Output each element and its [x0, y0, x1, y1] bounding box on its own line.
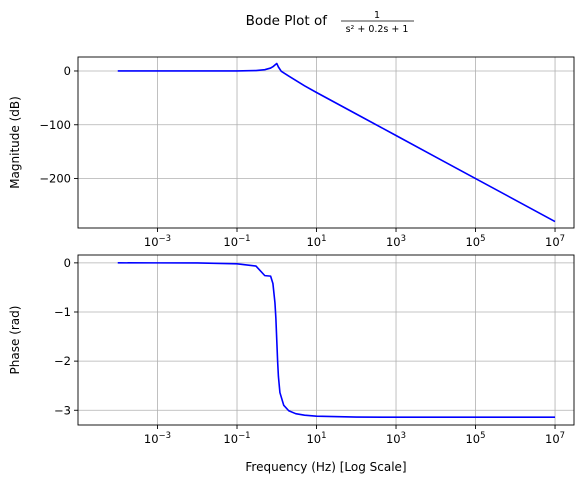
tick-base: 10 — [545, 235, 560, 249]
phase-x-tick-label: 103 — [386, 431, 406, 446]
tick-exponent: 5 — [480, 234, 485, 244]
phase-y-tick-label: −1 — [54, 305, 71, 319]
tick-exponent: 3 — [401, 234, 406, 244]
phase-x-tick-label: 107 — [545, 431, 565, 446]
magnitude-x-tick-label: 105 — [465, 234, 485, 249]
phase-x-axis-label: Frequency (Hz) [Log Scale] — [245, 460, 406, 474]
tick-base: 10 — [223, 432, 238, 446]
tick-base: 10 — [386, 432, 401, 446]
magnitude-x-tick-label: 107 — [545, 234, 565, 249]
tick-exponent: 1 — [321, 431, 326, 441]
tick-base: 10 — [465, 235, 480, 249]
title-numerator: 1 — [374, 10, 380, 21]
magnitude-y-axis-label: Magnitude (dB) — [8, 96, 22, 189]
phase-y-tick-label: 0 — [64, 256, 71, 270]
tick-base: 10 — [465, 432, 480, 446]
tick-base: 10 — [144, 432, 159, 446]
phase-axes-frame — [77, 254, 575, 426]
phase-y-tick-label: −2 — [54, 354, 71, 368]
phase-x-tick-label: 10−1 — [223, 431, 250, 446]
tick-base: 10 — [144, 235, 159, 249]
tick-exponent: −3 — [159, 234, 172, 244]
title-prefix: Bode Plot of — [246, 13, 329, 29]
tick-base: 10 — [545, 432, 560, 446]
magnitude-y-tick-label: 0 — [64, 64, 71, 78]
tick-exponent: 7 — [560, 431, 565, 441]
chart-title: Bode Plot of 1 s² + 0.2s + 1 — [246, 10, 414, 35]
magnitude-x-tick-label: 101 — [306, 234, 326, 249]
tick-base: 10 — [223, 235, 238, 249]
magnitude-axes-frame — [77, 56, 575, 229]
tick-base: 10 — [386, 235, 401, 249]
tick-exponent: −1 — [238, 234, 251, 244]
phase-series-line — [117, 262, 556, 419]
tick-exponent: 5 — [480, 431, 485, 441]
magnitude-x-tick-label: 103 — [386, 234, 406, 249]
magnitude-x-tick-label: 10−1 — [223, 234, 250, 249]
phase-x-tick-label: 10−3 — [144, 431, 171, 446]
phase-x-tick-label: 105 — [465, 431, 485, 446]
tick-exponent: 1 — [321, 234, 326, 244]
title-denominator: s² + 0.2s + 1 — [346, 24, 409, 35]
magnitude-series-line — [117, 62, 556, 223]
magnitude-x-tick-label: 10−3 — [144, 234, 171, 249]
tick-exponent: 7 — [560, 234, 565, 244]
magnitude-y-tick-label: −200 — [39, 172, 71, 186]
tick-base: 10 — [306, 432, 321, 446]
phase-x-tick-label: 101 — [306, 431, 326, 446]
tick-base: 10 — [306, 235, 321, 249]
phase-y-tick-label: −3 — [54, 403, 71, 417]
tick-exponent: −3 — [159, 431, 172, 441]
phase-y-axis-label: Phase (rad) — [8, 306, 22, 375]
magnitude-y-tick-label: −100 — [39, 118, 71, 132]
tick-exponent: −1 — [238, 431, 251, 441]
tick-exponent: 3 — [401, 431, 406, 441]
